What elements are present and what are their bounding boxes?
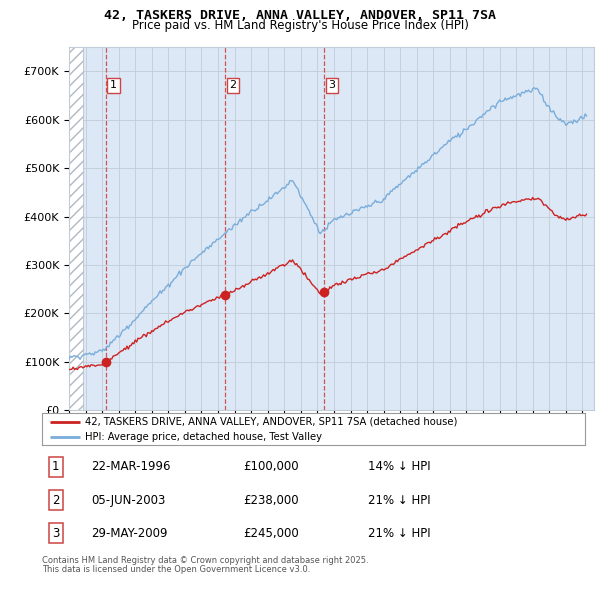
Text: 05-JUN-2003: 05-JUN-2003: [91, 493, 165, 507]
Bar: [69, 47, 83, 410]
Text: 22-MAR-1996: 22-MAR-1996: [91, 460, 170, 474]
Text: 3: 3: [328, 80, 335, 90]
Text: £238,000: £238,000: [243, 493, 299, 507]
Text: £245,000: £245,000: [243, 526, 299, 540]
Text: 2: 2: [52, 493, 59, 507]
Text: 1: 1: [110, 80, 117, 90]
Text: This data is licensed under the Open Government Licence v3.0.: This data is licensed under the Open Gov…: [42, 565, 310, 573]
Text: 42, TASKERS DRIVE, ANNA VALLEY, ANDOVER, SP11 7SA (detached house): 42, TASKERS DRIVE, ANNA VALLEY, ANDOVER,…: [85, 417, 458, 427]
Text: 21% ↓ HPI: 21% ↓ HPI: [368, 493, 430, 507]
Text: Contains HM Land Registry data © Crown copyright and database right 2025.: Contains HM Land Registry data © Crown c…: [42, 556, 368, 565]
Text: 21% ↓ HPI: 21% ↓ HPI: [368, 526, 430, 540]
Text: 3: 3: [52, 526, 59, 540]
Text: Price paid vs. HM Land Registry's House Price Index (HPI): Price paid vs. HM Land Registry's House …: [131, 19, 469, 32]
Text: 2: 2: [229, 80, 236, 90]
Text: HPI: Average price, detached house, Test Valley: HPI: Average price, detached house, Test…: [85, 432, 322, 442]
Text: 42, TASKERS DRIVE, ANNA VALLEY, ANDOVER, SP11 7SA: 42, TASKERS DRIVE, ANNA VALLEY, ANDOVER,…: [104, 9, 496, 22]
Text: £100,000: £100,000: [243, 460, 299, 474]
Text: 14% ↓ HPI: 14% ↓ HPI: [368, 460, 430, 474]
Text: 1: 1: [52, 460, 59, 474]
Text: 29-MAY-2009: 29-MAY-2009: [91, 526, 167, 540]
